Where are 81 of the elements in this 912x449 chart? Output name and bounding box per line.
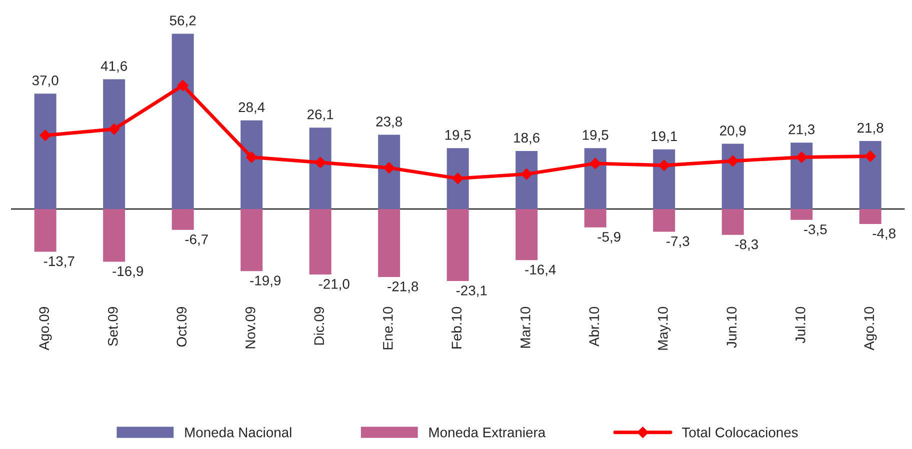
data-label: 19,5 [445, 130, 471, 142]
data-label: -4,8 [872, 228, 896, 240]
x-tick-label: Feb.10 [451, 306, 462, 348]
data-label: -6,7 [185, 234, 208, 246]
bar [790, 142, 813, 209]
x-tick-label: Ago.09 [39, 307, 52, 350]
data-label: -23,1 [456, 286, 487, 298]
x-tick-label: Dic.09 [314, 307, 324, 345]
bar [240, 208, 263, 272]
legend-label: Total Colocaciones [682, 427, 798, 438]
bar [859, 208, 882, 224]
legend-label: Moneda Nacional [185, 427, 292, 438]
bar [790, 208, 813, 220]
bar [309, 128, 332, 209]
legend-label: Moneda Extraniera [429, 427, 546, 438]
bar [859, 141, 882, 209]
bar [516, 150, 538, 209]
data-label: 26,1 [308, 109, 334, 121]
point [314, 156, 326, 168]
point [246, 152, 258, 163]
bar [722, 144, 744, 209]
bar [584, 148, 606, 209]
point [590, 158, 601, 170]
point [177, 80, 188, 92]
data-label: 18,6 [514, 132, 540, 144]
bar [309, 208, 332, 274]
data-label: -21,0 [318, 279, 350, 291]
data-label: -19,9 [250, 276, 281, 288]
bar [446, 208, 469, 282]
bar [103, 79, 126, 209]
data-label: -8,3 [735, 239, 758, 251]
x-tick-label: Ago.10 [864, 306, 877, 350]
point [727, 155, 738, 167]
data-label: 19,5 [582, 130, 608, 142]
bar [378, 208, 400, 277]
bar [446, 148, 469, 209]
point [383, 162, 395, 174]
point [452, 172, 464, 184]
data-label: 23,8 [376, 116, 402, 128]
bar [722, 208, 744, 235]
point [796, 152, 808, 163]
bar [172, 208, 194, 230]
data-label: 21,3 [788, 124, 814, 136]
data-label: -7,3 [666, 236, 690, 248]
bar [34, 208, 56, 252]
x-tick-label: Ene.10 [382, 306, 393, 350]
bar [34, 94, 56, 209]
data-label: 20,9 [720, 126, 746, 138]
x-tick-label: Nov.09 [245, 307, 256, 348]
x-tick-label: May.10 [658, 306, 671, 350]
data-label: 41,6 [100, 61, 127, 73]
bar [653, 208, 676, 232]
data-label: -21,8 [388, 282, 418, 293]
bar [103, 208, 126, 262]
point [864, 150, 876, 162]
x-tick-label: Oct.09 [176, 307, 187, 347]
data-label: -5,9 [598, 232, 620, 244]
x-tick-label: Jul.10 [795, 306, 806, 344]
data-label: 56,2 [170, 16, 196, 28]
data-label: 37,0 [32, 75, 58, 87]
data-label: 19,1 [652, 131, 677, 143]
bar [516, 208, 538, 260]
x-tick-label: Mar.10 [520, 306, 530, 348]
data-label: -16,4 [525, 264, 556, 276]
data-label: 28,4 [238, 102, 265, 114]
data-label: -3,5 [804, 224, 827, 236]
x-tick-label: Set.09 [108, 307, 118, 346]
data-label: -13,7 [44, 256, 74, 268]
bar [172, 34, 194, 209]
point [520, 168, 532, 180]
point [40, 130, 51, 141]
x-tick-label: Abr.10 [588, 306, 600, 347]
bar [653, 149, 676, 209]
point [108, 124, 120, 135]
bar [240, 120, 263, 209]
bar [584, 208, 606, 228]
point [658, 160, 670, 171]
x-tick-label: Jun.10 [726, 306, 737, 348]
data-label: 21,8 [858, 122, 884, 134]
data-label: -16,9 [112, 266, 144, 278]
bar [378, 134, 400, 209]
